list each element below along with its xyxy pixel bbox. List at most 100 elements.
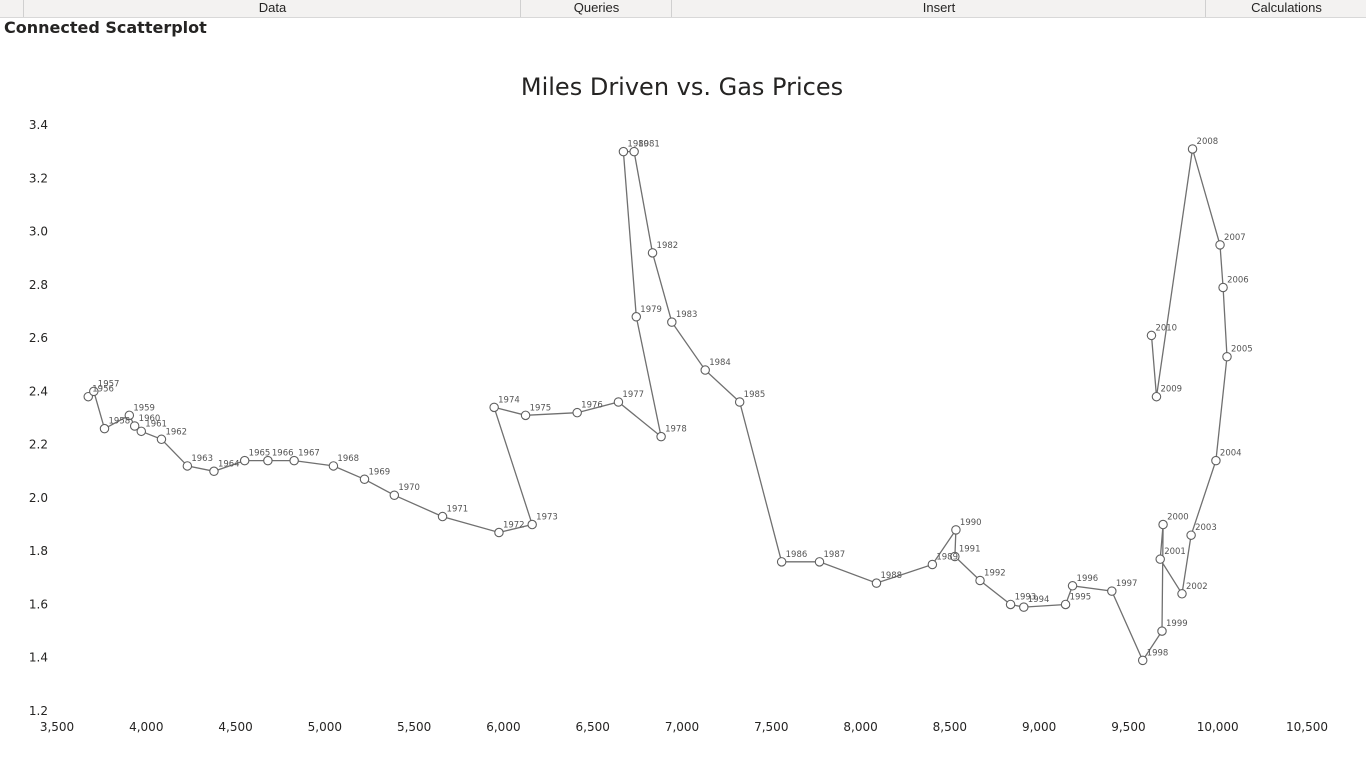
data-point-1982[interactable] <box>647 248 658 258</box>
data-point-2006[interactable] <box>1218 282 1228 293</box>
data-point-1981[interactable] <box>629 146 639 157</box>
data-point-1980[interactable] <box>618 146 629 157</box>
data-point-1961[interactable] <box>136 426 147 437</box>
data-point-1965[interactable] <box>239 455 250 466</box>
data-label: 1990 <box>960 518 982 528</box>
data-label: 1991 <box>959 545 981 555</box>
chart-title: Miles Driven vs. Gas Prices <box>521 73 843 101</box>
tab-calculations[interactable]: Calculations <box>1205 0 1366 17</box>
data-point-1960[interactable] <box>129 421 140 431</box>
data-point-1972[interactable] <box>494 527 504 538</box>
data-point-1995[interactable] <box>1060 599 1071 610</box>
data-label: 1965 <box>249 449 271 459</box>
data-point-1970[interactable] <box>389 490 400 500</box>
data-point-2003[interactable] <box>1186 530 1196 540</box>
data-label: 1987 <box>824 550 846 560</box>
data-point-1974[interactable] <box>489 402 499 413</box>
data-point-2004[interactable] <box>1211 455 1221 466</box>
data-label: 2005 <box>1231 345 1253 355</box>
data-point-1975[interactable] <box>520 410 531 421</box>
data-point-1957[interactable] <box>89 386 99 397</box>
data-point-1983[interactable] <box>667 317 677 327</box>
data-point-1973[interactable] <box>527 519 537 530</box>
y-tick-label: 1.2 <box>29 704 48 718</box>
data-point-1990[interactable] <box>951 525 961 535</box>
data-label: 1998 <box>1147 648 1169 658</box>
data-point-2005[interactable] <box>1222 351 1232 362</box>
data-point-1988[interactable] <box>871 578 882 588</box>
data-label: 1997 <box>1116 579 1138 589</box>
data-label: 1973 <box>536 513 558 523</box>
data-label: 1958 <box>109 417 131 427</box>
data-point-2008[interactable] <box>1187 144 1198 154</box>
data-label: 1971 <box>447 505 469 515</box>
data-point-1997[interactable] <box>1107 586 1117 596</box>
data-point-1958[interactable] <box>99 423 110 434</box>
data-point-1986[interactable] <box>776 557 787 567</box>
data-point-1992[interactable] <box>975 575 985 586</box>
data-label: 1992 <box>984 568 1006 578</box>
data-label: 2008 <box>1197 137 1219 147</box>
data-point-2001[interactable] <box>1155 554 1165 564</box>
data-point-1979[interactable] <box>631 312 642 322</box>
y-tick-label: 2.2 <box>29 438 48 452</box>
y-tick-label: 1.6 <box>29 597 48 611</box>
data-point-1987[interactable] <box>814 557 825 567</box>
data-label: 1984 <box>709 358 731 368</box>
data-label: 1982 <box>657 241 679 251</box>
x-tick-label: 5,000 <box>308 720 342 734</box>
data-point-2010[interactable] <box>1146 330 1157 341</box>
data-label: 1962 <box>165 427 187 437</box>
data-point-1994[interactable] <box>1019 602 1029 612</box>
data-point-1976[interactable] <box>572 407 582 418</box>
data-point-2002[interactable] <box>1177 589 1187 599</box>
y-tick-label: 1.8 <box>29 544 48 558</box>
data-label: 1960 <box>139 414 161 424</box>
data-point-1985[interactable] <box>734 397 745 407</box>
data-point-2009[interactable] <box>1151 391 1162 402</box>
x-tick-label: 7,000 <box>665 720 699 734</box>
data-point-1998[interactable] <box>1137 655 1148 666</box>
x-tick-label: 8,500 <box>933 720 967 734</box>
data-point-1959[interactable] <box>124 410 135 421</box>
data-label: 1963 <box>191 454 213 464</box>
data-point-1989[interactable] <box>927 559 938 570</box>
data-point-1964[interactable] <box>209 466 219 477</box>
data-point-2000[interactable] <box>1158 519 1168 530</box>
data-point-1963[interactable] <box>182 461 193 471</box>
x-tick-label: 10,000 <box>1197 720 1239 734</box>
connected-scatterplot-chart: Miles Driven vs. Gas Prices 3,500 4,000 4,… <box>29 73 1328 734</box>
y-tick-label: 2.0 <box>29 491 48 505</box>
y-axis-ticks: 1.2 1.4 1.6 1.8 2.0 2.2 2.4 2.6 2.8 3.0 3.2 3.4 <box>29 118 48 718</box>
data-point-1999[interactable] <box>1157 626 1167 636</box>
data-label: 1976 <box>581 401 603 411</box>
data-point-1968[interactable] <box>328 461 339 471</box>
data-point-1966[interactable] <box>263 455 273 466</box>
data-label: 2010 <box>1155 323 1177 333</box>
tab-insert[interactable]: Insert <box>671 0 1206 17</box>
y-tick-label: 3.0 <box>29 225 48 239</box>
data-point-1984[interactable] <box>700 365 710 375</box>
x-tick-label: 7,500 <box>754 720 788 734</box>
data-label: 1968 <box>337 454 359 464</box>
data-point-1967[interactable] <box>289 455 299 466</box>
data-point-1978[interactable] <box>656 431 666 442</box>
data-point-1993[interactable] <box>1005 599 1016 610</box>
tab-data[interactable]: Data <box>23 0 521 17</box>
data-point-1962[interactable] <box>156 434 167 445</box>
tab-queries[interactable]: Queries <box>520 0 672 17</box>
data-point-1971[interactable] <box>437 511 448 522</box>
data-label: 1977 <box>622 390 644 400</box>
data-label: 2000 <box>1167 513 1189 523</box>
data-point-1969[interactable] <box>359 474 370 485</box>
x-tick-label: 4,000 <box>129 720 163 734</box>
data-point-1977[interactable] <box>613 397 624 407</box>
data-label: 1961 <box>145 419 167 429</box>
data-point-2007[interactable] <box>1215 240 1225 250</box>
data-label: 2002 <box>1186 582 1208 592</box>
data-point-1991[interactable] <box>950 551 960 562</box>
data-label: 1980 <box>627 140 649 150</box>
x-tick-label: 9,500 <box>1111 720 1145 734</box>
data-point-1996[interactable] <box>1067 581 1078 591</box>
